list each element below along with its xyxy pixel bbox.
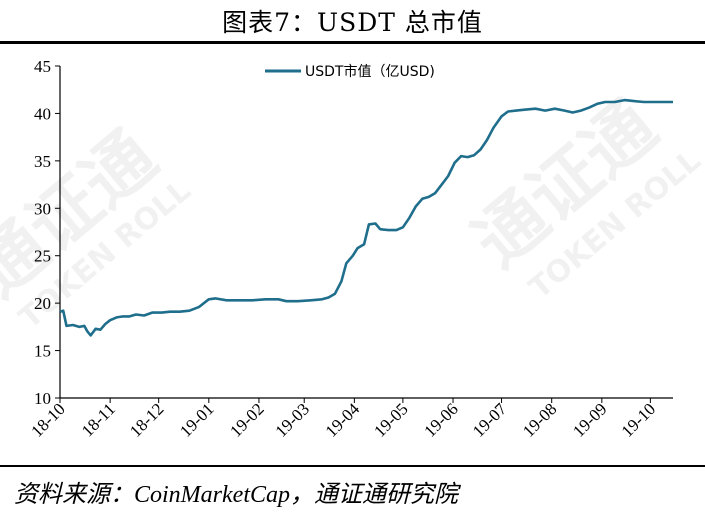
y-tick-label: 45	[34, 57, 51, 76]
x-tick-label: 19-09	[569, 399, 610, 440]
source-prefix: 资料来源：	[14, 480, 134, 508]
figure-title: 图表7：USDT 总市值	[222, 8, 483, 37]
x-tick-label: 19-03	[272, 399, 313, 440]
x-tick-label: 19-07	[469, 399, 511, 441]
y-tick-label: 10	[34, 389, 51, 408]
x-tick-label: 18-11	[78, 399, 119, 440]
usdt-market-cap-chart: 通证通 TOKEN ROLL 通证通 TOKEN ROLL 10 15 20 25 30…	[0, 57, 705, 441]
x-tick-label: 19-01	[176, 399, 217, 440]
y-tick-label: 40	[34, 104, 51, 123]
plot-frame	[59, 66, 673, 399]
x-tick-label: 19-10	[618, 399, 659, 440]
y-tick-label: 20	[34, 294, 51, 313]
x-tick-label: 19-08	[519, 399, 560, 440]
watermark: 通证通 TOKEN ROLL 通证通 TOKEN ROLL	[0, 85, 705, 336]
source-value: CoinMarketCap，通证通研究院	[134, 482, 458, 508]
x-tick-label: 19-02	[226, 399, 267, 440]
x-tick-label: 19-06	[420, 399, 461, 440]
y-tick-label: 25	[34, 247, 51, 266]
series-layer	[59, 98, 673, 337]
x-tick-label: 19-04	[322, 399, 364, 441]
y-tick-label: 15	[34, 342, 51, 361]
source-note: 资料来源：CoinMarketCap，通证通研究院	[14, 474, 458, 509]
source-rule	[0, 465, 705, 467]
title-rule	[0, 41, 705, 44]
x-tick-label: 18-12	[126, 399, 167, 440]
y-tick-label: 30	[34, 199, 51, 218]
x-tick-label: 19-05	[370, 399, 411, 440]
y-tick-label: 35	[34, 152, 51, 171]
legend-label: USDT市值（亿USD)	[305, 63, 435, 80]
x-axis-ticks: 18-10 18-11 18-12 19-01 19-02 19-03 19-04 19-05…	[27, 398, 659, 441]
series-line-usdt	[59, 98, 673, 337]
legend: USDT市值（亿USD)	[265, 63, 435, 80]
y-axis-ticks: 10 15 20 25 30 35 40 45	[34, 57, 60, 408]
